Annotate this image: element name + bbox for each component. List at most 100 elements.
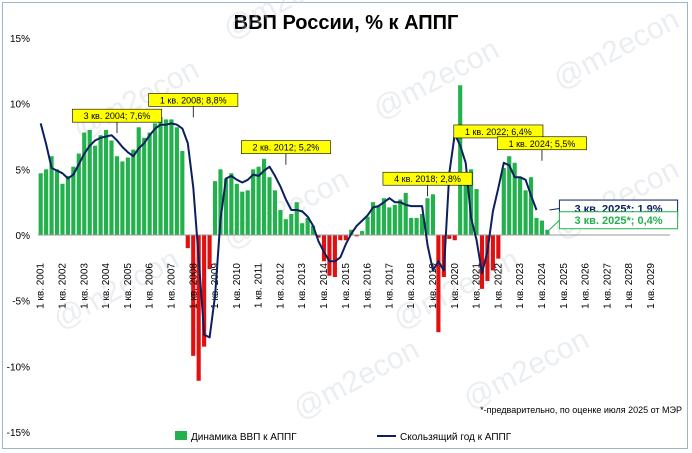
x-tick-label: 1 кв. 2021 xyxy=(472,263,483,309)
bar xyxy=(212,181,218,235)
x-tick-label: 1 кв. 2019 xyxy=(428,263,439,309)
x-tick-label: 1 кв. 2026 xyxy=(581,263,592,309)
bar xyxy=(392,204,397,235)
y-tick-label: 15% xyxy=(10,34,30,45)
bar xyxy=(49,156,54,235)
bar xyxy=(300,223,305,235)
x-axis: 1 кв. 2001 1 кв. 2002 1 кв. 2003 1 кв. 2004… xyxy=(36,263,657,309)
x-tick-label: 1 кв. 2027 xyxy=(602,263,613,309)
annotation-box xyxy=(148,93,239,107)
x-tick-label: 1 кв. 2020 xyxy=(450,263,461,309)
annotation-label: 1 кв. 2022; 6,4% xyxy=(465,127,532,137)
bar xyxy=(294,202,299,235)
bar xyxy=(272,190,278,235)
bar xyxy=(223,178,228,235)
bar xyxy=(54,169,60,235)
bar xyxy=(256,166,261,235)
bar xyxy=(185,235,190,249)
bar xyxy=(229,173,234,235)
bar xyxy=(131,149,136,235)
bar xyxy=(289,213,294,235)
line-series xyxy=(39,122,538,339)
bar xyxy=(65,175,70,235)
bar xyxy=(202,235,207,347)
bar xyxy=(496,235,501,259)
bar xyxy=(545,229,550,235)
annotation-label: 4 кв. 2018; 2,8% xyxy=(394,174,461,184)
bar xyxy=(114,156,120,235)
bar xyxy=(267,177,272,235)
bar xyxy=(196,235,201,381)
bar xyxy=(452,235,457,241)
bar xyxy=(354,235,359,237)
bar xyxy=(343,235,348,241)
bar xyxy=(381,198,386,235)
x-tick-label: 1 кв. 2015 xyxy=(341,263,352,309)
bar xyxy=(125,157,130,235)
bar xyxy=(316,235,321,238)
x-tick-label: 1 кв. 2008 xyxy=(188,263,199,309)
bar xyxy=(142,137,147,235)
bar xyxy=(93,145,98,235)
bar xyxy=(447,235,452,239)
x-tick-label: 1 кв. 2017 xyxy=(384,263,395,309)
x-tick-label: 1 кв. 2003 xyxy=(79,263,90,309)
bar xyxy=(430,194,436,235)
x-tick-label: 1 кв. 2025 xyxy=(559,263,570,309)
bar xyxy=(327,235,332,276)
bar xyxy=(136,127,141,235)
bar xyxy=(38,173,43,235)
bar xyxy=(218,169,223,235)
x-tick-label: 1 кв. 2029 xyxy=(646,263,657,309)
x-tick-label: 1 кв. 2016 xyxy=(363,263,374,309)
bar xyxy=(44,169,49,235)
bar xyxy=(234,183,239,235)
bar xyxy=(458,85,463,235)
x-tick-label: 1 кв. 2014 xyxy=(319,263,330,309)
bar xyxy=(109,140,114,235)
forecast-label: 3 кв. 2025*; 0,4% xyxy=(574,215,662,227)
bar xyxy=(370,202,376,235)
bar xyxy=(485,235,490,281)
bar xyxy=(180,150,185,235)
bar xyxy=(169,119,174,235)
bar xyxy=(76,153,81,235)
bar xyxy=(425,198,430,235)
bar xyxy=(174,127,179,235)
legend-swatch-bars xyxy=(175,431,187,440)
bar xyxy=(479,235,485,289)
forecast-leader xyxy=(549,219,560,231)
bar xyxy=(539,220,544,235)
y-tick-label: 10% xyxy=(10,100,30,111)
y-tick-label: 5% xyxy=(16,165,31,176)
bar xyxy=(332,235,337,278)
annotation-box xyxy=(72,108,162,123)
bar xyxy=(512,162,517,235)
bar xyxy=(305,217,310,235)
bar xyxy=(518,177,523,235)
bar xyxy=(403,192,408,235)
bar xyxy=(469,169,474,235)
bar xyxy=(436,235,441,333)
watermark-text: @m2econ xyxy=(548,3,685,97)
watermark-text: @m2econ xyxy=(368,33,505,127)
watermark-text: @m2econ xyxy=(218,0,355,46)
x-tick-label: 1 кв. 2024 xyxy=(537,263,548,309)
bar xyxy=(120,161,125,235)
bar xyxy=(191,235,196,356)
bar xyxy=(376,206,381,235)
x-tick-label: 1 кв. 2018 xyxy=(406,263,417,309)
legend-label-bars: Динамика ВВП к АППГ xyxy=(191,432,297,443)
bar xyxy=(158,116,163,235)
y-tick-label: -10% xyxy=(7,362,30,373)
x-tick-label: 1 кв. 2007 xyxy=(166,263,177,309)
x-tick-label: 1 кв. 2004 xyxy=(101,263,112,309)
bar xyxy=(528,177,534,235)
y-tick-label: 0% xyxy=(16,231,31,242)
bar xyxy=(98,135,103,235)
bar xyxy=(207,235,212,270)
watermark-text: @m2econ xyxy=(288,333,425,427)
legend: Динамика ВВП к АППГ Скользящий год к АППГ xyxy=(175,431,512,443)
bar xyxy=(474,189,479,235)
annotations: 3 кв. 2004; 7,6% 1 кв. 2008; 8,8% 2 кв. 20… xyxy=(72,93,587,197)
